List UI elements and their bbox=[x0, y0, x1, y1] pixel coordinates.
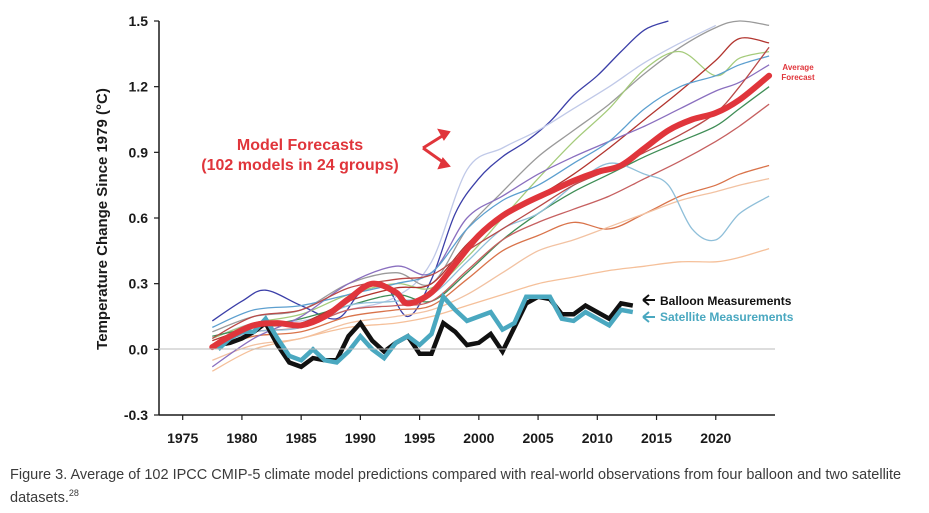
balloon-label: Balloon Measurements bbox=[660, 294, 792, 308]
model-forecasts-sublabel: (102 models in 24 groups) bbox=[201, 157, 398, 174]
balloon-annotation: Balloon Measurements bbox=[642, 294, 792, 308]
observation-lines bbox=[209, 72, 773, 370]
y-ticks: -0.3 0.0 0.3 0.6 0.9 1.2 1.5 bbox=[124, 13, 159, 423]
x-tick-label: 1995 bbox=[404, 430, 435, 446]
y-tick-label: -0.3 bbox=[124, 407, 148, 423]
average-forecast-annotation: Average Forecast bbox=[781, 63, 815, 82]
chart: 1975 1980 1985 1990 1995 2000 2005 2010 2015 2020… bbox=[94, 13, 815, 446]
x-tick-label: 2005 bbox=[522, 430, 553, 446]
satellite-label: Satellite Measurements bbox=[660, 310, 794, 324]
x-tick-label: 1985 bbox=[286, 430, 317, 446]
series-line-balloon-measurements bbox=[217, 294, 634, 370]
series-line-model-1 bbox=[212, 24, 717, 340]
y-tick-label: 1.5 bbox=[129, 13, 149, 29]
y-tick-label: 0.9 bbox=[129, 144, 149, 160]
satellite-annotation: Satellite Measurements bbox=[642, 310, 794, 324]
model-forecasts-label: Model Forecasts bbox=[237, 137, 363, 154]
model-forecasts-annotation: Model Forecasts (102 models in 24 groups… bbox=[201, 128, 451, 174]
arrow-left-icon bbox=[642, 311, 655, 323]
x-tick-label: 1990 bbox=[345, 430, 376, 446]
x-ticks: 1975 1980 1985 1990 1995 2000 2005 2010 2015 2020 bbox=[167, 415, 732, 446]
arrow-head-up-icon bbox=[437, 128, 451, 141]
average-forecast-label: Average bbox=[782, 63, 814, 72]
series-line-model-13 bbox=[211, 46, 770, 339]
caption-text: Figure 3. Average of 102 IPCC CMIP-5 cli… bbox=[10, 467, 902, 506]
y-tick-label: 0.3 bbox=[129, 276, 149, 292]
series-line-model-12 bbox=[212, 55, 770, 328]
series-line-model-9 bbox=[211, 247, 770, 372]
arrow-left-icon bbox=[642, 294, 655, 306]
figure-caption: Figure 3. Average of 102 IPCC CMIP-5 cli… bbox=[10, 466, 920, 507]
series-line-model-2 bbox=[212, 20, 770, 333]
y-tick-label: 1.2 bbox=[129, 79, 149, 95]
x-tick-label: 1980 bbox=[226, 430, 257, 446]
arrow-head-down-icon bbox=[437, 157, 451, 170]
x-tick-label: 2000 bbox=[463, 430, 494, 446]
series-line-model-7 bbox=[212, 164, 770, 350]
y-tick-label: 0.6 bbox=[129, 210, 149, 226]
x-tick-label: 2020 bbox=[700, 430, 731, 446]
average-forecast-sublabel: Forecast bbox=[781, 73, 815, 82]
series-line-model-8 bbox=[212, 177, 770, 361]
series-line-satellite-measurements bbox=[216, 292, 634, 365]
y-tick-label: 0.0 bbox=[129, 341, 149, 357]
x-tick-label: 1975 bbox=[167, 430, 198, 446]
y-axis-label: Temperature Change Since 1979 (°C) bbox=[94, 88, 111, 350]
series-line-model-3 bbox=[212, 50, 770, 340]
x-tick-label: 2015 bbox=[641, 430, 672, 446]
caption-reference: 28 bbox=[68, 488, 79, 498]
x-tick-label: 2010 bbox=[582, 430, 613, 446]
series-line-average-forecast bbox=[209, 72, 773, 351]
